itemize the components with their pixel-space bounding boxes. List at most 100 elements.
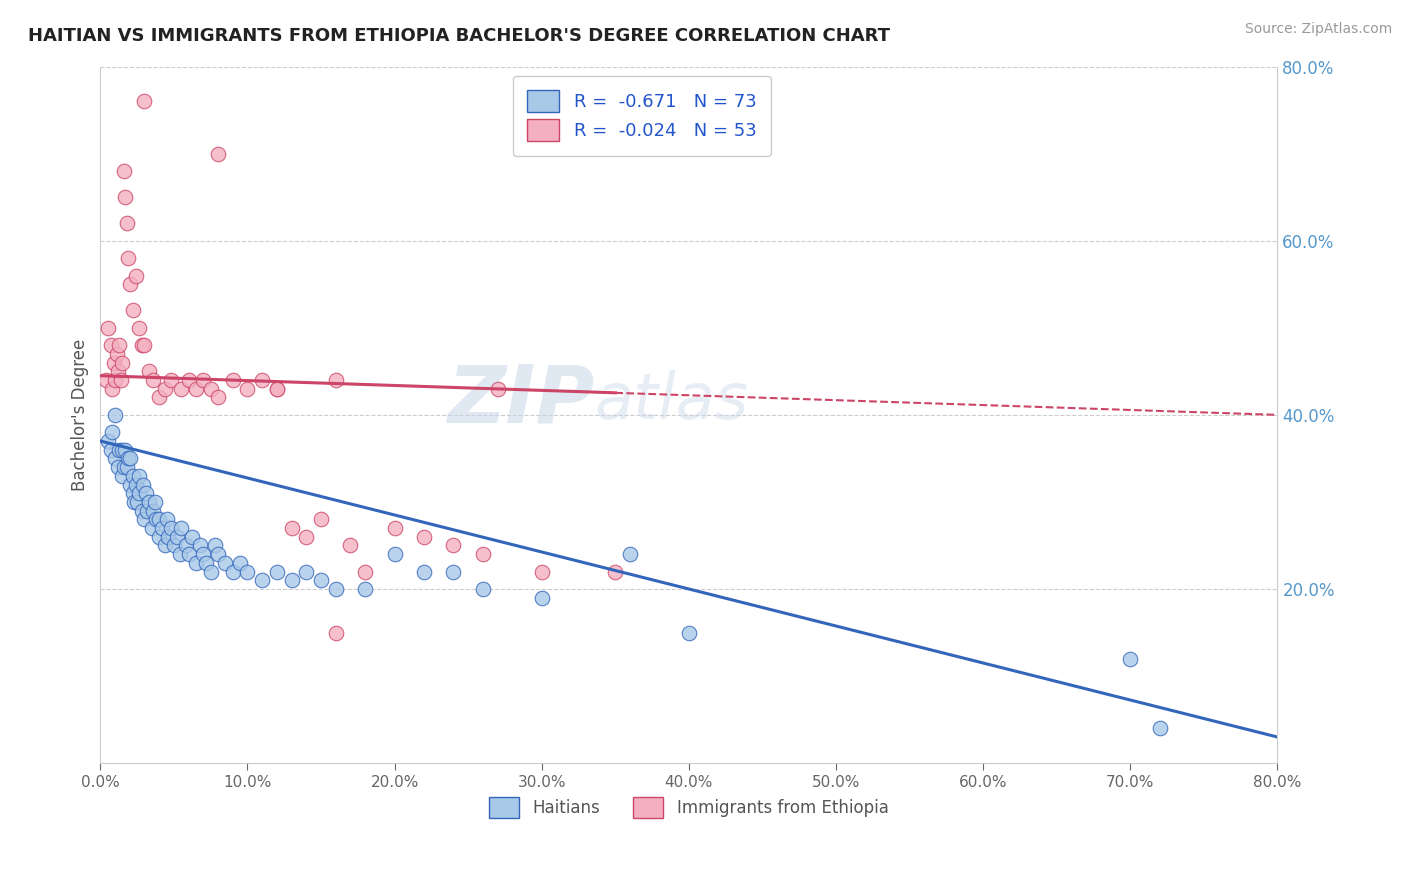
Point: [207, 547, 229, 561]
Point: [131, 338, 153, 352]
Point: [104, 408, 127, 422]
Point: [134, 95, 156, 109]
Point: [222, 565, 245, 579]
Point: [266, 382, 288, 396]
Point: [160, 373, 183, 387]
Point: [200, 382, 222, 396]
Point: [134, 338, 156, 352]
Point: [184, 556, 207, 570]
Text: HAITIAN VS IMMIGRANTS FROM ETHIOPIA BACHELOR'S DEGREE CORRELATION CHART: HAITIAN VS IMMIGRANTS FROM ETHIOPIA BACH…: [28, 27, 890, 45]
Point: [124, 268, 146, 283]
Point: [111, 442, 134, 457]
Point: [530, 591, 553, 605]
Point: [1149, 721, 1171, 735]
Point: [127, 495, 149, 509]
Point: [135, 486, 157, 500]
Point: [107, 364, 129, 378]
Point: [619, 547, 641, 561]
Point: [112, 164, 135, 178]
Point: [250, 373, 273, 387]
Point: [266, 565, 288, 579]
Point: [157, 530, 180, 544]
Point: [122, 495, 145, 509]
Point: [128, 486, 150, 500]
Point: [141, 521, 163, 535]
Point: [138, 495, 160, 509]
Point: [236, 565, 259, 579]
Point: [112, 460, 135, 475]
Point: [97, 320, 120, 334]
Point: [104, 373, 127, 387]
Point: [174, 539, 197, 553]
Point: [110, 373, 132, 387]
Text: atlas: atlas: [595, 370, 749, 432]
Point: [134, 512, 156, 526]
Point: [229, 556, 252, 570]
Point: [295, 565, 318, 579]
Point: [170, 382, 193, 396]
Point: [309, 512, 332, 526]
Point: [108, 442, 131, 457]
Point: [111, 356, 134, 370]
Point: [384, 547, 406, 561]
Point: [121, 486, 143, 500]
Point: [193, 547, 215, 561]
Point: [207, 146, 229, 161]
Point: [117, 451, 139, 466]
Point: [184, 382, 207, 396]
Point: [104, 451, 127, 466]
Point: [121, 303, 143, 318]
Point: [266, 382, 288, 396]
Point: [117, 251, 139, 265]
Point: [142, 503, 165, 517]
Point: [471, 547, 494, 561]
Legend: Haitians, Immigrants from Ethiopia: Haitians, Immigrants from Ethiopia: [482, 791, 896, 824]
Point: [100, 442, 122, 457]
Point: [678, 625, 700, 640]
Point: [190, 539, 212, 553]
Point: [280, 521, 302, 535]
Point: [143, 495, 166, 509]
Point: [180, 530, 202, 544]
Point: [118, 477, 141, 491]
Point: [309, 574, 332, 588]
Point: [339, 539, 361, 553]
Point: [170, 521, 193, 535]
Point: [204, 539, 226, 553]
Point: [111, 468, 134, 483]
Point: [166, 530, 188, 544]
Point: [138, 364, 160, 378]
Point: [100, 338, 122, 352]
Point: [169, 547, 191, 561]
Point: [195, 556, 218, 570]
Point: [605, 565, 627, 579]
Point: [325, 582, 347, 596]
Point: [250, 574, 273, 588]
Point: [150, 521, 173, 535]
Point: [486, 382, 509, 396]
Point: [121, 468, 143, 483]
Point: [153, 539, 176, 553]
Point: [131, 503, 153, 517]
Point: [103, 356, 125, 370]
Point: [177, 373, 200, 387]
Point: [207, 391, 229, 405]
Point: [136, 503, 159, 517]
Point: [384, 521, 406, 535]
Point: [354, 565, 377, 579]
Point: [295, 530, 318, 544]
Point: [96, 373, 118, 387]
Point: [115, 460, 138, 475]
Point: [413, 530, 436, 544]
Point: [108, 338, 131, 352]
Point: [214, 556, 236, 570]
Point: [118, 277, 141, 292]
Point: [153, 382, 176, 396]
Text: Source: ZipAtlas.com: Source: ZipAtlas.com: [1244, 22, 1392, 37]
Point: [163, 539, 186, 553]
Point: [148, 530, 170, 544]
Point: [222, 373, 245, 387]
Point: [413, 565, 436, 579]
Point: [148, 391, 170, 405]
Point: [101, 425, 124, 440]
